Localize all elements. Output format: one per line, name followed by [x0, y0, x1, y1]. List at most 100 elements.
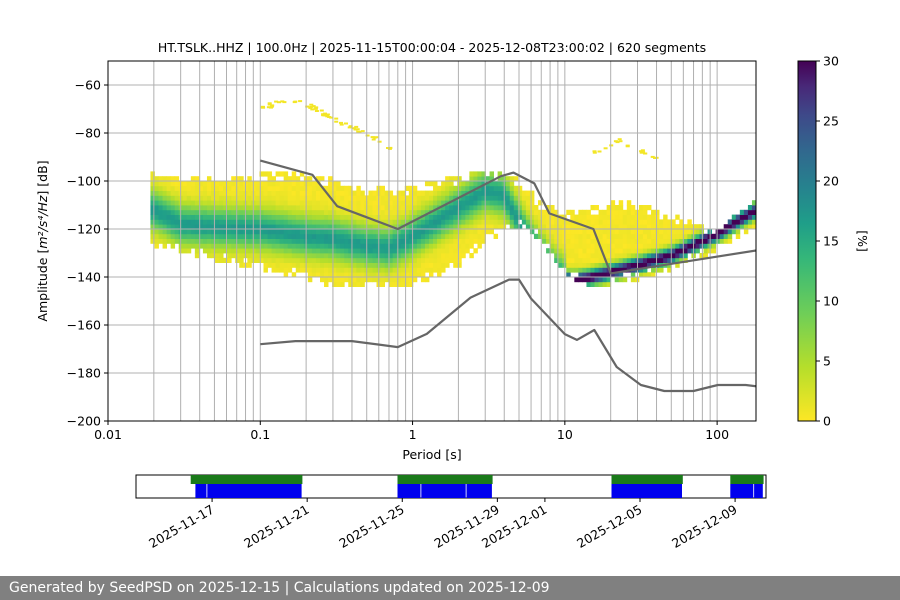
heatmap-cell — [227, 233, 232, 239]
heatmap-cell — [433, 190, 438, 196]
heatmap-cell — [271, 248, 276, 254]
heatmap-cell — [683, 248, 688, 254]
heatmap-cell — [747, 209, 753, 215]
heatmap-cell — [453, 229, 458, 235]
heatmap-cell — [437, 195, 442, 201]
heatmap-cell — [570, 262, 575, 268]
heatmap-cell — [525, 195, 531, 201]
heatmap-cell — [313, 107, 318, 110]
heatmap-cell — [267, 238, 272, 244]
heatmap-cell — [586, 214, 591, 220]
heatmap-cell — [295, 214, 301, 220]
heatmap-cell — [554, 248, 559, 254]
heatmap-cell — [360, 243, 365, 249]
heatmap-cell — [655, 267, 660, 273]
heatmap-cell — [400, 195, 406, 201]
heatmap-cell — [170, 185, 176, 191]
heatmap-cell — [469, 205, 474, 211]
heatmap-cell — [166, 214, 172, 220]
heatmap-cell — [235, 233, 240, 239]
heatmap-cell — [437, 214, 442, 220]
heatmap-cell — [211, 195, 216, 201]
heatmap-cell — [307, 267, 313, 273]
heatmap-cell — [598, 214, 603, 220]
heatmap-cell — [344, 243, 349, 249]
heatmap-cell — [461, 238, 466, 244]
heatmap-cell — [437, 190, 442, 196]
heatmap-cell — [202, 185, 208, 191]
heatmap-cell — [578, 229, 583, 235]
heatmap-cell — [194, 233, 200, 239]
heatmap-cell — [747, 219, 753, 225]
heatmap-cell — [384, 224, 390, 230]
heatmap-cell — [198, 233, 204, 239]
heatmap-cell — [380, 267, 385, 273]
heatmap-cell — [299, 185, 305, 191]
heatmap-cell — [558, 229, 563, 235]
heatmap-cell — [445, 219, 450, 225]
heatmap-cell — [429, 190, 434, 196]
heatmap-cell — [332, 224, 337, 230]
heatmap-cell — [651, 253, 656, 259]
heatmap-cell — [299, 257, 305, 263]
heatmap-cell — [309, 103, 314, 106]
heatmap-cell — [360, 262, 365, 268]
heatmap-cell — [614, 205, 620, 211]
heatmap-cell — [622, 233, 628, 239]
heatmap-cell — [469, 229, 474, 235]
heatmap-cell — [610, 209, 616, 215]
heatmap-cell — [372, 205, 377, 211]
heatmap-cell — [311, 233, 317, 239]
heatmap-cell — [154, 224, 159, 230]
heatmap-cell — [408, 200, 414, 206]
heatmap-cell — [497, 181, 503, 187]
heatmap-cell — [275, 243, 281, 249]
heatmap-cell — [271, 267, 276, 273]
heatmap-cell — [473, 219, 478, 225]
heatmap-cell — [602, 219, 608, 225]
heatmap-cell — [150, 205, 155, 211]
heatmap-cell — [198, 214, 204, 220]
heatmap-cell — [174, 200, 180, 206]
heatmap-cell — [606, 205, 612, 211]
heatmap-cell — [186, 181, 192, 187]
heatmap-cell — [582, 257, 587, 263]
heatmap-cell — [166, 181, 172, 187]
heatmap-cell — [457, 224, 462, 230]
heatmap-cell — [586, 209, 591, 215]
heatmap-cell — [441, 238, 446, 244]
heatmap-cell — [307, 205, 313, 211]
heatmap-cell — [340, 229, 345, 235]
heatmap-cell — [259, 185, 264, 191]
heatmap-cell — [659, 238, 664, 244]
heatmap-cell — [259, 238, 264, 244]
heatmap-cell — [610, 253, 616, 259]
heatmap-cell — [630, 257, 636, 263]
heatmap-cell — [291, 233, 297, 239]
heatmap-cell — [566, 209, 571, 215]
heatmap-cell — [219, 243, 224, 249]
heatmap-cell — [671, 257, 676, 263]
heatmap-cell — [558, 238, 563, 244]
heatmap-cell — [190, 190, 196, 196]
heatmap-cell — [372, 190, 377, 196]
heatmap-cell — [461, 190, 466, 196]
grid — [108, 61, 756, 421]
heatmap-cell — [663, 243, 668, 249]
heatmap-cell — [679, 229, 684, 235]
heatmap-cell — [194, 243, 200, 249]
heatmap-cell — [295, 224, 301, 230]
heatmap-cell — [223, 229, 228, 235]
heatmap-cell — [328, 267, 333, 273]
heatmap-cell — [202, 209, 208, 215]
heatmap-cell — [412, 253, 418, 259]
heatmap-cell — [679, 248, 684, 254]
heatmap-cell — [235, 224, 240, 230]
heatmap-cell — [598, 238, 603, 244]
heatmap-cell — [170, 233, 176, 239]
heatmap-cell — [223, 185, 228, 191]
heatmap-cell — [287, 224, 293, 230]
heatmap-cell — [166, 238, 172, 244]
heatmap-cell — [287, 185, 293, 191]
heatmap-cell — [267, 171, 272, 177]
